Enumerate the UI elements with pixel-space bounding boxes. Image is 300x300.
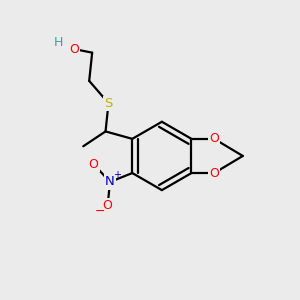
Text: H: H <box>53 36 63 49</box>
Text: −: − <box>95 205 105 218</box>
Text: O: O <box>209 167 219 179</box>
Text: O: O <box>69 43 79 56</box>
Text: O: O <box>103 199 112 212</box>
Text: N: N <box>105 176 115 188</box>
Text: O: O <box>209 132 219 146</box>
Text: O: O <box>89 158 99 171</box>
Text: S: S <box>104 97 113 110</box>
Text: +: + <box>113 169 122 179</box>
